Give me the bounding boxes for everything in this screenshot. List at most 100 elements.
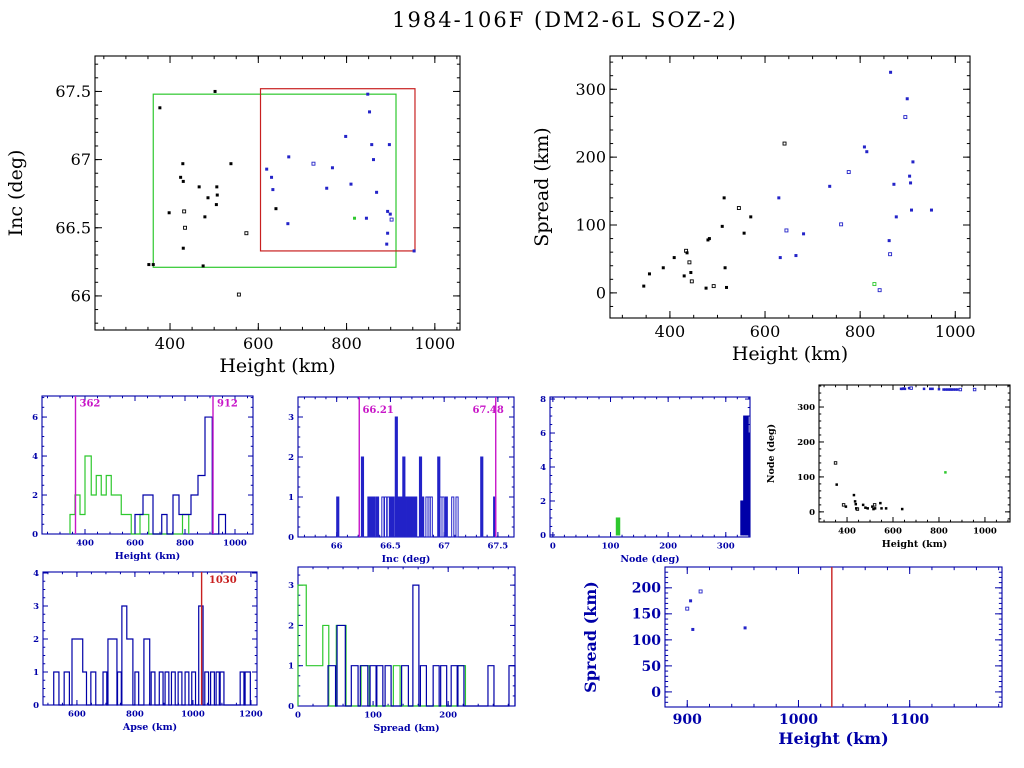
svg-text:4: 4 xyxy=(32,452,38,462)
svg-text:0: 0 xyxy=(651,685,661,701)
svg-text:1: 1 xyxy=(288,662,294,672)
svg-text:1030: 1030 xyxy=(209,575,237,586)
svg-text:50: 50 xyxy=(642,659,662,675)
svg-text:600: 600 xyxy=(884,527,902,537)
svg-text:0: 0 xyxy=(540,531,546,541)
svg-text:67.48: 67.48 xyxy=(473,405,504,416)
svg-text:400: 400 xyxy=(76,539,94,549)
svg-text:0: 0 xyxy=(32,530,38,540)
svg-text:200: 200 xyxy=(439,711,457,721)
svg-text:Spread (km): Spread (km) xyxy=(373,723,439,734)
svg-text:600: 600 xyxy=(126,539,144,549)
svg-text:0: 0 xyxy=(550,542,556,552)
svg-text:300: 300 xyxy=(717,542,735,552)
svg-text:400: 400 xyxy=(838,527,856,537)
svg-text:100: 100 xyxy=(632,633,661,649)
svg-text:800: 800 xyxy=(331,334,362,353)
svg-text:1000: 1000 xyxy=(973,527,997,537)
svg-text:1100: 1100 xyxy=(890,712,929,728)
svg-text:Height (km): Height (km) xyxy=(732,343,848,365)
svg-text:600: 600 xyxy=(68,710,86,720)
svg-text:1: 1 xyxy=(288,493,294,503)
svg-text:1200: 1200 xyxy=(239,710,263,720)
svg-text:Spread (km): Spread (km) xyxy=(581,581,600,693)
svg-text:1: 1 xyxy=(33,668,39,678)
svg-text:0: 0 xyxy=(596,283,606,302)
svg-text:Inc (deg): Inc (deg) xyxy=(5,150,27,237)
svg-text:400: 400 xyxy=(155,334,186,353)
svg-text:6: 6 xyxy=(540,429,546,439)
svg-text:67.5: 67.5 xyxy=(488,542,509,552)
chart-title: 1984-106F (DM2-6L SOZ-2) xyxy=(392,8,738,32)
svg-text:150: 150 xyxy=(632,607,661,623)
svg-text:362: 362 xyxy=(80,398,101,409)
panel-node-hist: 0 100 200 300 0 2 4 6 8 Node (deg) xyxy=(540,395,751,565)
svg-text:Height (km): Height (km) xyxy=(115,551,181,562)
panel-spread-hist: 0 100 200 0 1 2 3 Spread (km) xyxy=(288,566,516,734)
svg-text:6: 6 xyxy=(32,413,38,423)
svg-text:66: 66 xyxy=(331,542,343,552)
svg-text:Height (km): Height (km) xyxy=(882,539,948,550)
svg-text:800: 800 xyxy=(845,322,876,341)
svg-text:1000: 1000 xyxy=(181,710,205,720)
svg-text:200: 200 xyxy=(575,148,606,167)
svg-text:66.5: 66.5 xyxy=(55,218,91,237)
svg-text:Node (deg): Node (deg) xyxy=(620,554,679,565)
svg-text:2: 2 xyxy=(288,453,294,463)
svg-text:100: 100 xyxy=(575,216,606,235)
svg-text:100: 100 xyxy=(797,473,815,483)
panel-height-hist: 400 600 800 1000 0 2 4 6 362 912 Height (km) xyxy=(32,395,254,562)
svg-text:0: 0 xyxy=(295,711,301,721)
panel-inc-hist: 66 66.5 67 67.5 0 1 2 3 66.21 67.48 Inc (deg) xyxy=(288,396,515,565)
svg-text:0: 0 xyxy=(288,702,294,712)
svg-text:100: 100 xyxy=(364,711,382,721)
svg-text:Spread (km): Spread (km) xyxy=(531,127,553,246)
svg-text:3: 3 xyxy=(33,602,39,612)
svg-text:200: 200 xyxy=(797,438,815,448)
svg-text:800: 800 xyxy=(930,527,948,537)
svg-text:600: 600 xyxy=(750,322,781,341)
svg-text:67.5: 67.5 xyxy=(55,82,91,101)
svg-text:Height (km): Height (km) xyxy=(219,355,335,377)
svg-text:66.21: 66.21 xyxy=(362,405,393,416)
panel-spread-vs-height: 400 600 800 1000 0 100 200 300 Height (km) Spread… xyxy=(531,55,976,365)
svg-text:100: 100 xyxy=(602,542,620,552)
svg-text:900: 900 xyxy=(673,712,702,728)
panel-inc-vs-height: 400 600 800 1000 66 66.5 67 67.5 Height (km) Inc … xyxy=(5,55,461,377)
svg-text:3: 3 xyxy=(288,581,294,591)
panel-node-vs-height: 400 600 800 1000 0 100 200 300 Height (km) Node (… xyxy=(766,384,1011,550)
svg-text:4: 4 xyxy=(33,569,39,579)
svg-text:66.5: 66.5 xyxy=(380,542,401,552)
svg-text:1000: 1000 xyxy=(779,712,818,728)
svg-text:400: 400 xyxy=(655,322,686,341)
svg-text:2: 2 xyxy=(540,497,546,507)
svg-text:200: 200 xyxy=(659,542,677,552)
svg-text:8: 8 xyxy=(540,395,546,405)
svg-text:1000: 1000 xyxy=(223,539,247,549)
svg-text:0: 0 xyxy=(809,508,815,518)
svg-text:Apse (km): Apse (km) xyxy=(122,722,177,733)
svg-text:912: 912 xyxy=(217,398,238,409)
svg-text:67: 67 xyxy=(438,542,450,552)
svg-text:2: 2 xyxy=(288,621,294,631)
svg-text:300: 300 xyxy=(575,80,606,99)
svg-text:300: 300 xyxy=(797,403,815,413)
svg-text:Height (km): Height (km) xyxy=(778,729,888,748)
svg-text:2: 2 xyxy=(33,635,39,645)
svg-text:600: 600 xyxy=(243,334,274,353)
svg-text:Node (deg): Node (deg) xyxy=(766,424,777,483)
svg-text:200: 200 xyxy=(632,581,661,597)
panel-apse-hist: 600 800 1000 1200 0 1 2 3 4 1030 Apse (km) xyxy=(33,569,263,733)
svg-text:3: 3 xyxy=(288,413,294,423)
svg-text:Inc (deg): Inc (deg) xyxy=(382,554,431,565)
panel-spread-vs-height-detail: 900 1000 1100 0 50 100 150 200 Height (km) Spread… xyxy=(581,566,1003,748)
svg-text:4: 4 xyxy=(540,463,546,473)
svg-text:0: 0 xyxy=(33,701,39,711)
svg-text:800: 800 xyxy=(126,710,144,720)
svg-text:800: 800 xyxy=(176,539,194,549)
svg-text:67: 67 xyxy=(71,150,91,169)
svg-text:1000: 1000 xyxy=(935,322,976,341)
svg-text:66: 66 xyxy=(71,287,91,306)
svg-text:1000: 1000 xyxy=(414,334,455,353)
